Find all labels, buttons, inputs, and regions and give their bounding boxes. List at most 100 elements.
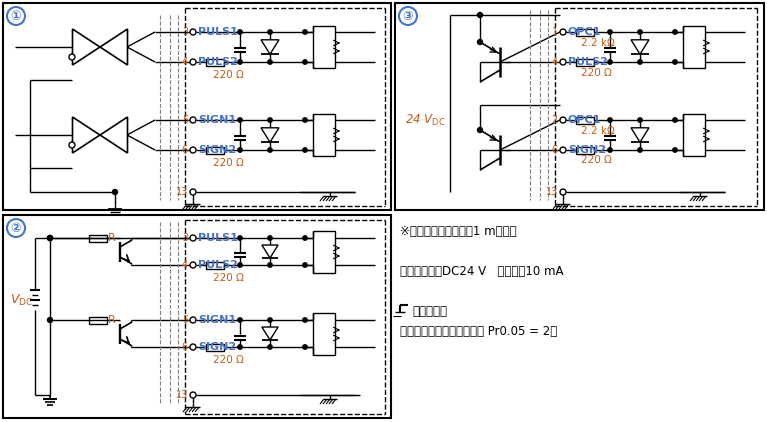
Circle shape xyxy=(190,147,196,153)
Circle shape xyxy=(190,235,196,241)
Circle shape xyxy=(238,118,242,122)
Bar xyxy=(313,114,335,156)
Text: SIGN1: SIGN1 xyxy=(198,115,236,125)
Circle shape xyxy=(638,60,642,64)
Circle shape xyxy=(303,60,308,64)
Circle shape xyxy=(190,29,196,35)
Bar xyxy=(3,3,391,210)
Text: ②: ② xyxy=(11,222,21,235)
Text: PULS2: PULS2 xyxy=(198,260,238,270)
Circle shape xyxy=(560,147,566,153)
Circle shape xyxy=(673,148,677,152)
Circle shape xyxy=(478,127,482,133)
Bar xyxy=(206,59,224,65)
Bar xyxy=(683,114,705,156)
Bar xyxy=(576,146,594,154)
Text: ③: ③ xyxy=(403,10,413,22)
Circle shape xyxy=(673,118,677,122)
Circle shape xyxy=(607,60,612,64)
Circle shape xyxy=(268,118,272,122)
Bar xyxy=(576,116,594,124)
Polygon shape xyxy=(73,29,100,65)
Text: 3: 3 xyxy=(182,233,188,243)
Text: 220 Ω: 220 Ω xyxy=(581,155,612,165)
Text: 13: 13 xyxy=(546,187,558,197)
Text: PULS1: PULS1 xyxy=(198,233,238,243)
Text: PULS2: PULS2 xyxy=(568,57,608,67)
Text: SIGN2: SIGN2 xyxy=(568,145,606,155)
Polygon shape xyxy=(261,40,279,54)
Text: 4: 4 xyxy=(182,260,188,270)
Text: 4: 4 xyxy=(182,57,188,67)
Polygon shape xyxy=(100,29,127,65)
Text: 6: 6 xyxy=(552,145,558,155)
Polygon shape xyxy=(73,117,100,153)
Circle shape xyxy=(7,219,25,237)
Bar xyxy=(576,29,594,35)
Text: 1: 1 xyxy=(552,27,558,37)
Circle shape xyxy=(268,263,272,267)
Polygon shape xyxy=(631,40,649,54)
Text: 2.2 kΩ: 2.2 kΩ xyxy=(581,38,615,48)
Polygon shape xyxy=(262,245,278,258)
Circle shape xyxy=(607,118,612,122)
Circle shape xyxy=(607,30,612,34)
Text: 最大输入电压DC24 V   额定电洕10 mA: 最大输入电压DC24 V 额定电洕10 mA xyxy=(400,265,564,278)
Text: 220 Ω: 220 Ω xyxy=(213,70,244,80)
Polygon shape xyxy=(631,128,649,142)
Text: 4: 4 xyxy=(552,57,558,67)
Circle shape xyxy=(560,29,566,35)
Bar xyxy=(313,231,335,273)
Circle shape xyxy=(268,60,272,64)
Text: 6: 6 xyxy=(182,145,188,155)
Text: SIGN1: SIGN1 xyxy=(198,315,236,325)
Polygon shape xyxy=(100,117,127,153)
Text: 为双给线。: 为双给线。 xyxy=(412,305,447,318)
Circle shape xyxy=(268,30,272,34)
Text: OPC1: OPC1 xyxy=(568,115,601,125)
Circle shape xyxy=(48,235,52,241)
Text: 220 Ω: 220 Ω xyxy=(213,355,244,365)
Bar xyxy=(89,235,107,241)
Text: 5: 5 xyxy=(182,315,188,325)
Text: 220 Ω: 220 Ω xyxy=(213,158,244,168)
Circle shape xyxy=(303,263,308,267)
Circle shape xyxy=(190,117,196,123)
Bar xyxy=(576,59,594,65)
Circle shape xyxy=(607,148,612,152)
Text: 5: 5 xyxy=(182,115,188,125)
Text: 2: 2 xyxy=(551,115,558,125)
Text: 3: 3 xyxy=(182,27,188,37)
Bar xyxy=(395,3,764,210)
Circle shape xyxy=(238,148,242,152)
Circle shape xyxy=(69,54,75,60)
Circle shape xyxy=(638,30,642,34)
Circle shape xyxy=(238,318,242,322)
Circle shape xyxy=(303,118,308,122)
Circle shape xyxy=(238,30,242,34)
Circle shape xyxy=(190,59,196,65)
Text: SIGN2: SIGN2 xyxy=(198,145,236,155)
Polygon shape xyxy=(262,327,278,340)
Text: R: R xyxy=(108,233,116,243)
Bar xyxy=(89,316,107,324)
Polygon shape xyxy=(261,128,279,142)
Circle shape xyxy=(238,236,242,240)
Circle shape xyxy=(560,117,566,123)
Bar xyxy=(313,26,335,68)
Bar xyxy=(206,262,224,268)
Circle shape xyxy=(399,7,417,25)
Circle shape xyxy=(190,344,196,350)
Bar xyxy=(683,26,705,68)
Circle shape xyxy=(268,345,272,349)
Text: 使用开路集电极时推荐设定 Pr0.05 = 2。: 使用开路集电极时推荐设定 Pr0.05 = 2。 xyxy=(400,325,558,338)
Circle shape xyxy=(268,148,272,152)
Circle shape xyxy=(238,345,242,349)
Bar xyxy=(313,313,335,355)
Text: 24 V$_{\sf DC}$: 24 V$_{\sf DC}$ xyxy=(405,112,446,127)
Bar xyxy=(3,215,391,418)
Circle shape xyxy=(48,235,52,241)
Text: 2.2 kΩ: 2.2 kΩ xyxy=(581,126,615,136)
Circle shape xyxy=(190,262,196,268)
Text: 13: 13 xyxy=(176,390,188,400)
